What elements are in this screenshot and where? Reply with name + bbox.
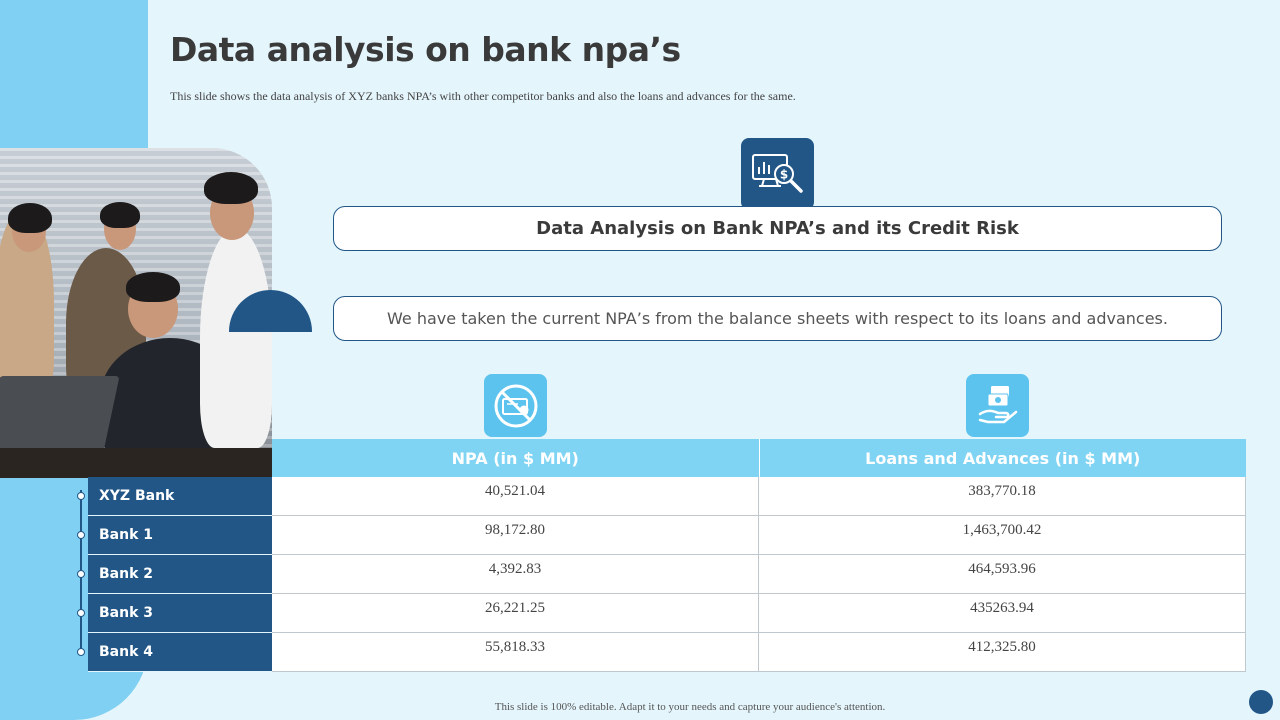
bank-name: XYZ Bank xyxy=(88,477,272,516)
timeline-dot xyxy=(77,648,85,656)
table-header: NPA (in $ MM) Loans and Advances (in $ M… xyxy=(272,439,1246,477)
no-money-icon xyxy=(484,374,547,437)
npa-value: 26,221.25 xyxy=(272,594,759,633)
loans-value: 435263.94 xyxy=(759,594,1246,633)
header-npa: NPA (in $ MM) xyxy=(451,448,579,468)
desk xyxy=(0,448,272,478)
bank-name: Bank 4 xyxy=(88,633,272,672)
loans-value: 412,325.80 xyxy=(759,633,1246,672)
loans-value: 383,770.18 xyxy=(759,477,1246,516)
data-analysis-magnifier-icon: $ xyxy=(741,138,814,210)
person-left-hair xyxy=(8,203,52,233)
timeline-dot xyxy=(77,570,85,578)
loans-value: 1,463,700.42 xyxy=(759,516,1246,555)
table-row: XYZ Bank 40,521.04 383,770.18 xyxy=(88,477,1246,516)
team-photo xyxy=(0,148,272,478)
svg-text:$: $ xyxy=(779,168,787,182)
timeline-dot xyxy=(77,492,85,500)
loans-value: 464,593.96 xyxy=(759,555,1246,594)
hand-cash-icon xyxy=(966,374,1029,437)
npa-value: 55,818.33 xyxy=(272,633,759,672)
table-row: Bank 1 98,172.80 1,463,700.42 xyxy=(88,516,1246,555)
table-row: Bank 4 55,818.33 412,325.80 xyxy=(88,633,1246,672)
bank-table: XYZ Bank 40,521.04 383,770.18 Bank 1 98,… xyxy=(88,477,1246,672)
section-heading: Data Analysis on Bank NPA’s and its Cred… xyxy=(333,206,1222,251)
footer-note: This slide is 100% editable. Adapt it to… xyxy=(494,701,886,713)
npa-value: 4,392.83 xyxy=(272,555,759,594)
corner-dot-decor xyxy=(1249,690,1273,714)
timeline-dot xyxy=(77,531,85,539)
section-description: We have taken the current NPA’s from the… xyxy=(333,296,1222,341)
person-middle-hair xyxy=(100,202,140,228)
person-seated-hair xyxy=(126,272,180,302)
person-right-hair xyxy=(204,172,258,204)
page-subtitle: This slide shows the data analysis of XY… xyxy=(170,89,796,103)
table-row: Bank 2 4,392.83 464,593.96 xyxy=(88,555,1246,594)
table-row: Bank 3 26,221.25 435263.94 xyxy=(88,594,1246,633)
npa-value: 98,172.80 xyxy=(272,516,759,555)
header-loans: Loans and Advances (in $ MM) xyxy=(758,439,1247,477)
person-right xyxy=(200,228,272,448)
npa-value: 40,521.04 xyxy=(272,477,759,516)
bank-name: Bank 2 xyxy=(88,555,272,594)
page-title: Data analysis on bank npa’s xyxy=(170,30,681,69)
bank-name: Bank 1 xyxy=(88,516,272,555)
bank-name: Bank 3 xyxy=(88,594,272,633)
timeline-dot xyxy=(77,609,85,617)
